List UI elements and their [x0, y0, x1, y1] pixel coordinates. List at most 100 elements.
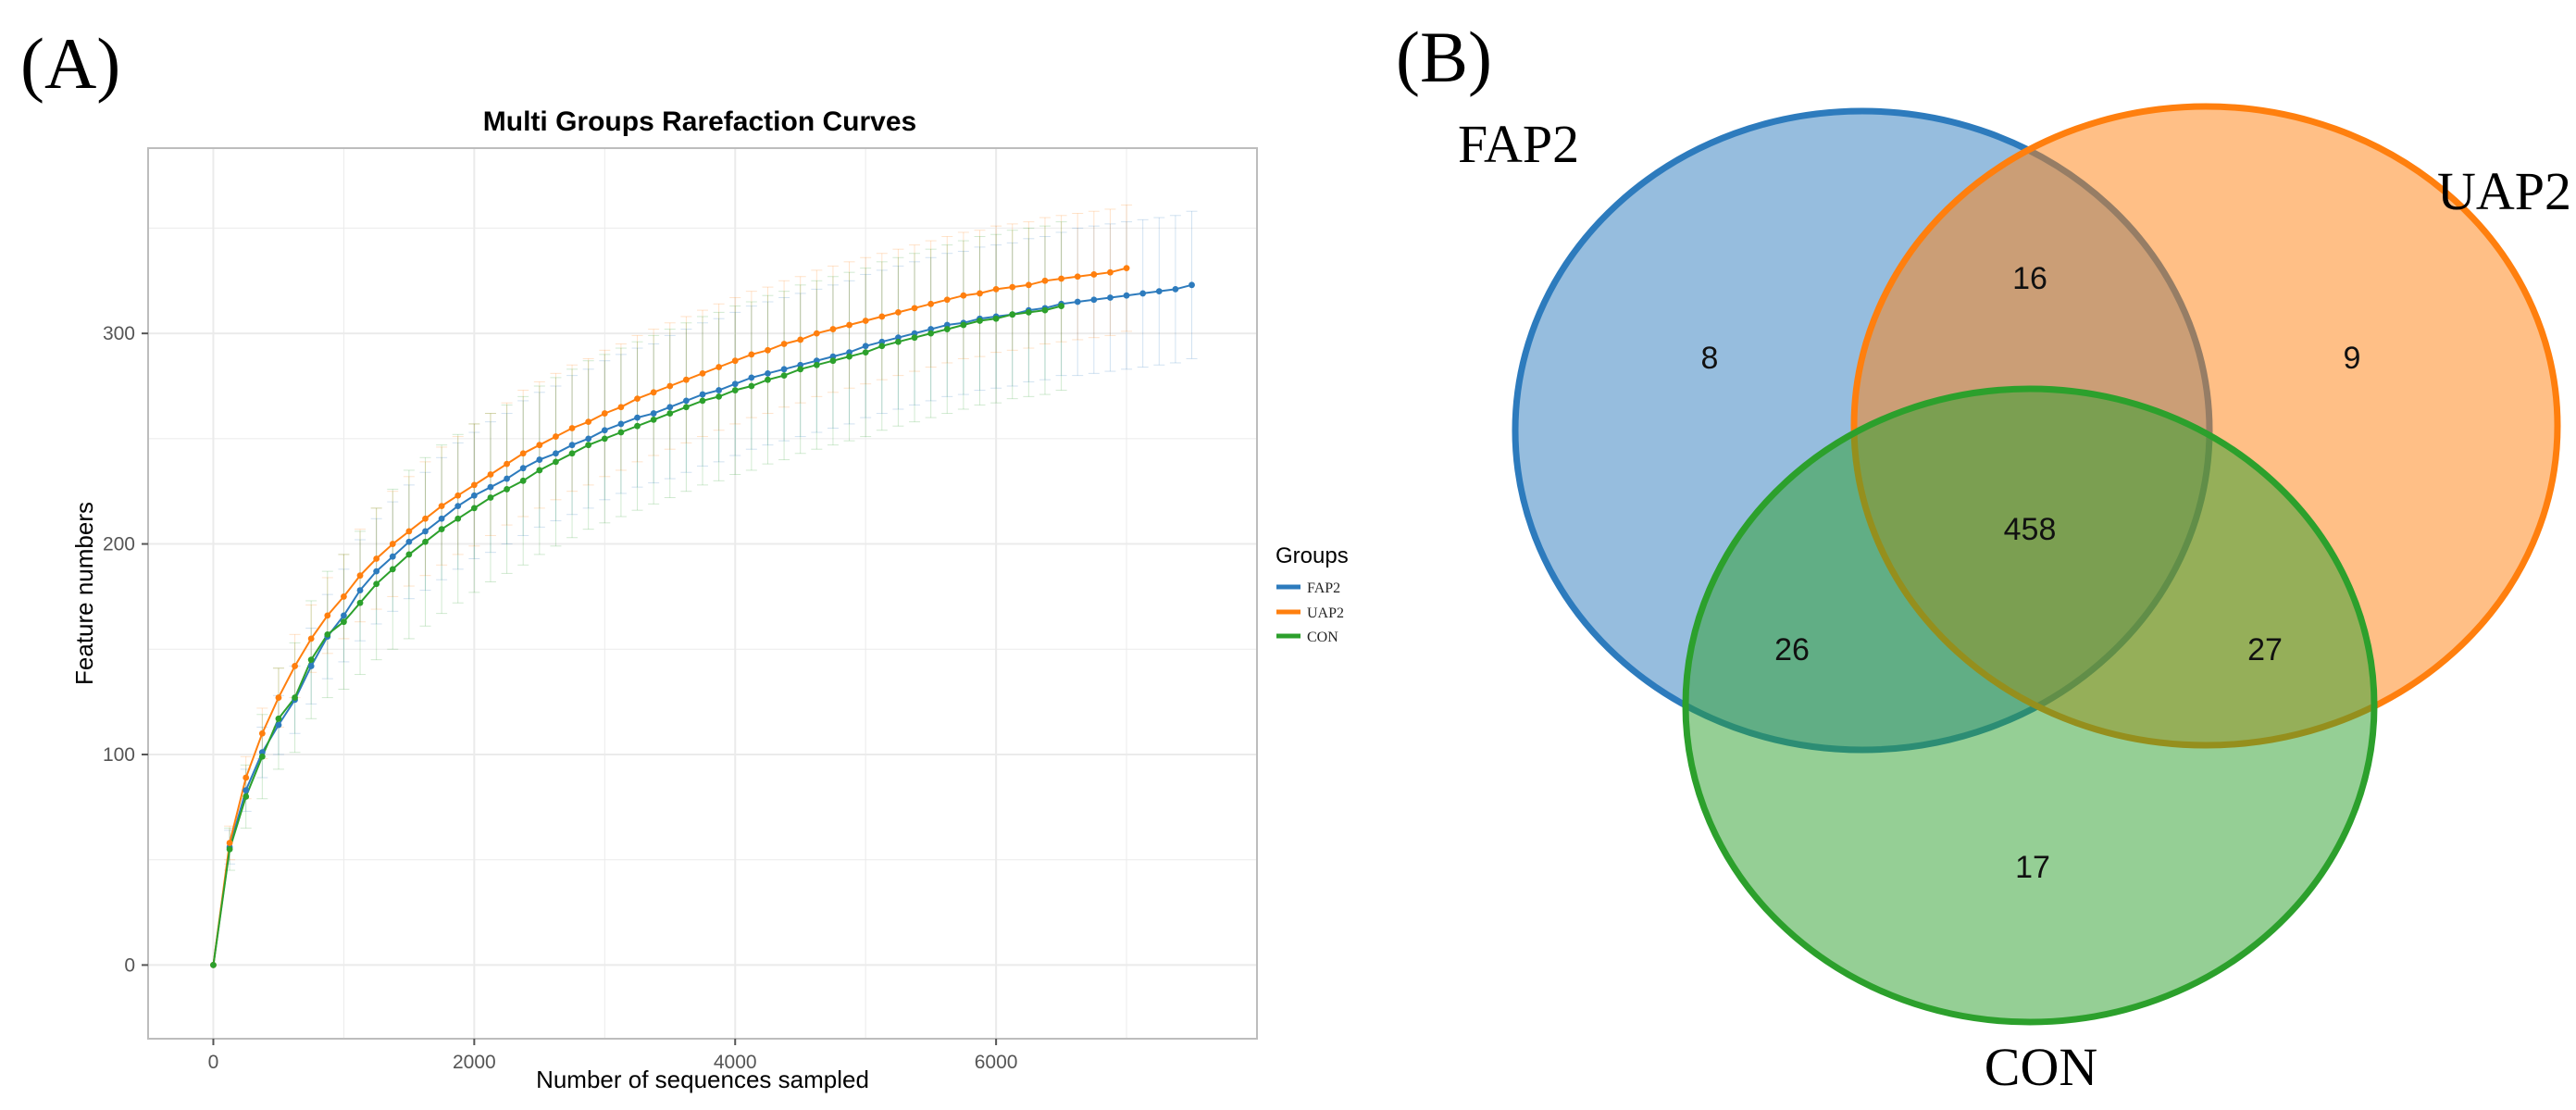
venn-label-uap2: UAP2	[2437, 161, 2571, 221]
y-tick-label: 300	[103, 323, 135, 344]
venn-count-uap2-con: 27	[2247, 632, 2283, 667]
data-point-uap2	[258, 730, 266, 737]
legend-item-con: CON	[1276, 630, 1338, 645]
data-point-con	[601, 435, 608, 443]
data-point-con	[258, 753, 266, 760]
data-point-con	[765, 376, 771, 383]
data-point-uap2	[422, 515, 429, 522]
data-point-uap2	[797, 336, 804, 343]
data-point-uap2	[438, 503, 445, 510]
data-point-uap2	[553, 433, 559, 440]
data-point-con	[797, 366, 804, 373]
data-point-fap2	[341, 612, 347, 619]
panel-label-b: (B)	[1396, 17, 1492, 97]
data-point-fap2	[1172, 285, 1179, 293]
data-point-con	[716, 393, 723, 400]
data-point-fap2	[1074, 298, 1081, 306]
data-point-fap2	[699, 391, 706, 398]
data-point-uap2	[1090, 271, 1098, 278]
data-point-fap2	[682, 397, 690, 405]
data-point-con	[960, 321, 967, 329]
legend-label-uap2: UAP2	[1307, 605, 1344, 621]
data-point-con	[846, 353, 852, 360]
data-point-uap2	[716, 364, 723, 370]
legend-label-fap2: FAP2	[1307, 580, 1340, 596]
plot-border	[147, 147, 1258, 1040]
data-point-con	[927, 330, 935, 337]
data-point-con	[504, 486, 510, 493]
data-point-uap2	[617, 404, 625, 411]
legend-item-fap2: FAP2	[1276, 580, 1340, 596]
data-point-con	[748, 382, 755, 390]
data-point-con	[568, 450, 576, 457]
data-point-fap2	[307, 663, 315, 669]
data-point-uap2	[1009, 283, 1016, 291]
data-point-fap2	[780, 366, 788, 373]
data-point-fap2	[243, 787, 250, 794]
data-point-fap2	[470, 492, 478, 499]
data-point-con	[992, 315, 1000, 322]
data-point-con	[553, 458, 559, 466]
data-point-uap2	[748, 351, 755, 358]
chart-title: Multi Groups Rarefaction Curves	[483, 106, 916, 137]
venn-label-con: CON	[1985, 1037, 2097, 1097]
data-point-fap2	[519, 465, 527, 472]
data-point-uap2	[731, 357, 739, 365]
data-point-uap2	[927, 300, 935, 307]
data-point-con	[943, 326, 951, 332]
data-point-uap2	[324, 612, 331, 619]
data-point-fap2	[504, 475, 510, 482]
panel-label-a: (A)	[20, 23, 120, 104]
data-point-uap2	[813, 330, 820, 337]
data-point-uap2	[356, 572, 364, 580]
venn-count-fap2-only: 8	[1701, 341, 1719, 376]
data-point-fap2	[765, 369, 771, 377]
data-point-con	[650, 416, 657, 423]
data-point-uap2	[405, 528, 413, 535]
data-point-fap2	[666, 404, 674, 411]
data-point-fap2	[553, 450, 559, 457]
data-point-con	[813, 361, 820, 368]
data-point-con	[878, 343, 886, 350]
data-point-con	[373, 580, 380, 588]
data-point-con	[226, 845, 233, 853]
data-point-con	[895, 338, 902, 345]
data-point-con	[731, 387, 739, 393]
venn-circle-con	[1682, 385, 2378, 1026]
data-point-uap2	[243, 774, 250, 781]
plot-panel	[148, 148, 1257, 1039]
data-point-uap2	[992, 285, 1000, 293]
data-point-fap2	[716, 387, 723, 393]
data-point-con	[1041, 306, 1049, 314]
data-point-uap2	[862, 318, 869, 324]
legend-item-uap2: UAP2	[1276, 605, 1344, 621]
data-point-uap2	[341, 593, 347, 600]
data-point-uap2	[911, 305, 918, 312]
data-point-uap2	[275, 694, 282, 701]
data-point-uap2	[601, 410, 608, 417]
data-point-con	[341, 618, 347, 626]
data-point-con	[536, 467, 543, 474]
data-point-fap2	[389, 553, 396, 560]
x-axis-title: Number of sequences sampled	[536, 1066, 869, 1093]
data-point-fap2	[601, 427, 608, 434]
data-point-fap2	[373, 567, 380, 575]
data-point-fap2	[422, 528, 429, 535]
data-point-con	[405, 551, 413, 558]
data-point-fap2	[487, 483, 494, 491]
x-tick-label: 0	[208, 1052, 219, 1073]
venn-count-uap2-only: 9	[2344, 341, 2361, 376]
data-point-con	[977, 318, 983, 324]
data-point-con	[454, 515, 462, 522]
data-point-con	[780, 372, 788, 380]
x-tick-label: 2000	[453, 1052, 496, 1073]
data-point-uap2	[307, 635, 315, 642]
data-point-uap2	[1058, 275, 1064, 282]
data-point-fap2	[275, 721, 282, 729]
y-tick-label: 100	[103, 744, 135, 766]
data-point-uap2	[487, 471, 494, 478]
rarefaction-chart: Multi Groups Rarefaction Curves 0 2000 400…	[70, 106, 1349, 1093]
data-point-con	[829, 357, 837, 365]
data-point-con	[585, 442, 592, 449]
